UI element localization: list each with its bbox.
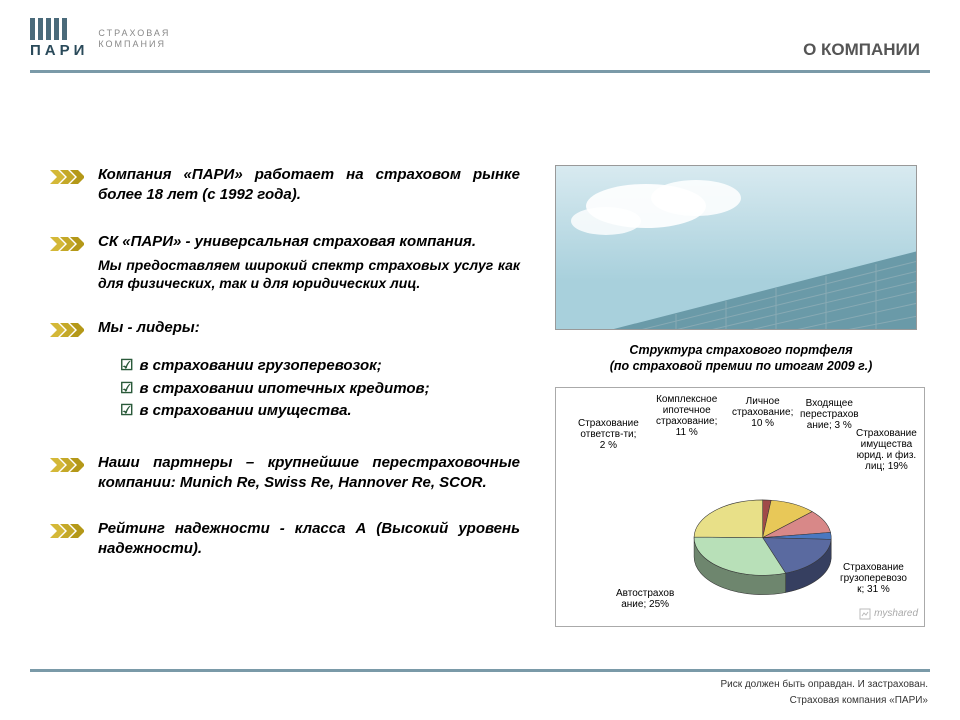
check-item: ☑ в страховании грузоперевозок; xyxy=(120,355,520,378)
chart-title: Структура страхового портфеля (по страхо… xyxy=(555,342,927,375)
chevron-icon xyxy=(50,321,84,339)
pie-slice-label: Страхованиегрузоперевозок; 31 % xyxy=(840,562,907,595)
bullet-row: Наши партнеры – крупнейшие перестраховоч… xyxy=(50,453,520,494)
footer-company: Страховая компания «ПАРИ» xyxy=(790,695,928,706)
divider-top xyxy=(30,70,930,73)
logo-sub-2: КОМПАНИЯ xyxy=(98,39,170,50)
chevron-icon xyxy=(50,522,84,540)
page-title: О КОМПАНИИ xyxy=(803,40,920,60)
bullet-row: Мы - лидеры: xyxy=(50,318,520,339)
header: ПАРИ СТРАХОВАЯ КОМПАНИЯ xyxy=(30,18,930,68)
logo: ПАРИ СТРАХОВАЯ КОМПАНИЯ xyxy=(30,18,930,59)
chevron-icon xyxy=(50,235,84,253)
pie-slice-label: Личноестрахование;10 % xyxy=(732,396,793,429)
bullet-row: Рейтинг надежности - класса А (Высокий у… xyxy=(50,519,520,560)
pie-graphic xyxy=(668,468,868,623)
pie-slice-label: Входящееперестрахование; 3 % xyxy=(800,398,859,431)
logo-bars-icon xyxy=(30,18,88,40)
bullet-text: Компания «ПАРИ» работает на страховом ры… xyxy=(98,165,520,206)
bullet-row: СК «ПАРИ» - универсальная страховая комп… xyxy=(50,232,520,293)
footer-tagline: Риск должен быть оправдан. И застрахован… xyxy=(720,679,928,690)
pie-slice-label: Автострахование; 25% xyxy=(616,588,674,610)
chart-title-l2: (по страховой премии по итогам 2009 г.) xyxy=(610,359,873,373)
check-icon: ☑ xyxy=(120,355,133,378)
chevron-icon xyxy=(50,168,84,186)
check-text: в страховании имущества. xyxy=(139,400,351,423)
right-column: Структура страхового портфеля (по страхо… xyxy=(555,165,927,627)
pie-slice-label: Комплексноеипотечноестрахование;11 % xyxy=(656,394,717,438)
check-item: ☑ в страховании имущества. xyxy=(120,400,520,423)
pie-slice-label: Страхованиеответств-ти;2 % xyxy=(578,418,639,451)
check-item: ☑ в страховании ипотечных кредитов; xyxy=(120,378,520,401)
pie-slice-label: Страхованиеимуществаюрид. и физ.лиц; 19% xyxy=(856,428,917,472)
logo-subtitle: СТРАХОВАЯ КОМПАНИЯ xyxy=(98,28,170,50)
divider-bottom xyxy=(30,669,930,672)
left-column: Компания «ПАРИ» работает на страховом ры… xyxy=(50,165,520,586)
check-text: в страховании грузоперевозок; xyxy=(139,355,381,378)
check-icon: ☑ xyxy=(120,378,133,401)
chart-title-l1: Структура страхового портфеля xyxy=(629,343,852,357)
logo-name: ПАРИ xyxy=(30,42,88,59)
watermark-text: myshared xyxy=(874,608,918,619)
leaders-checklist: ☑ в страховании грузоперевозок; ☑ в страхов… xyxy=(120,355,520,423)
check-icon: ☑ xyxy=(120,400,133,423)
bullet-text: СК «ПАРИ» - универсальная страховая комп… xyxy=(98,232,520,252)
chevron-icon xyxy=(50,456,84,474)
hero-image xyxy=(555,165,917,330)
bullet-row: Компания «ПАРИ» работает на страховом ры… xyxy=(50,165,520,206)
bullet-text: Рейтинг надежности - класса А (Высокий у… xyxy=(98,519,520,560)
bullet-text: Мы - лидеры: xyxy=(98,318,200,338)
logo-sub-1: СТРАХОВАЯ xyxy=(98,28,170,39)
bullet-subtext: Мы предоставляем широкий спектр страховы… xyxy=(98,256,520,292)
check-text: в страховании ипотечных кредитов; xyxy=(139,378,429,401)
bullet-text: Наши партнеры – крупнейшие перестраховоч… xyxy=(98,453,520,494)
pie-chart: myshared Страхованиеответств-ти;2 % Компл… xyxy=(555,387,925,627)
